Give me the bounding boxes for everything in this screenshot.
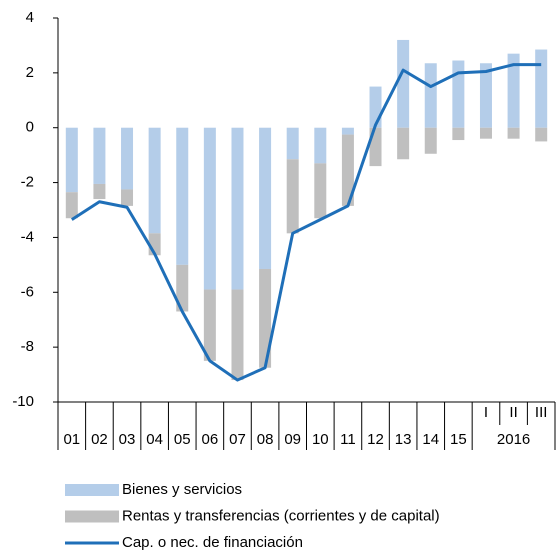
x-tick-label: 08 — [257, 431, 274, 448]
bar — [452, 60, 465, 128]
x-tick-label: 12 — [367, 431, 384, 448]
bar — [369, 86, 382, 128]
bar — [397, 39, 410, 128]
bar — [93, 127, 106, 184]
y-tick-label: 4 — [26, 9, 34, 26]
bar — [314, 127, 327, 164]
bar — [148, 127, 161, 234]
x-tick-label: 06 — [202, 431, 219, 448]
bar — [203, 127, 216, 290]
x-tick-label: 01 — [63, 431, 80, 448]
bar — [341, 127, 354, 135]
bar — [231, 289, 244, 381]
x-tick-label: II — [509, 404, 517, 421]
bar — [341, 134, 354, 206]
bar — [65, 192, 78, 219]
y-tick-label: -2 — [21, 174, 34, 191]
bar — [259, 127, 272, 269]
line — [70, 63, 542, 382]
bar — [397, 127, 410, 160]
legend-swatch — [65, 484, 119, 496]
bar — [314, 163, 327, 219]
x-tick-label: III — [535, 404, 548, 421]
x-tick-label: 04 — [146, 431, 163, 448]
bar — [507, 127, 520, 139]
x-tick-label: 15 — [450, 431, 467, 448]
x-tick-label: 07 — [229, 431, 246, 448]
bar — [231, 127, 244, 290]
x-tick-label: 11 — [340, 431, 356, 448]
y-tick-label: -6 — [21, 283, 34, 300]
legend-label: Rentas y transferencias (corrientes y de… — [122, 507, 440, 524]
bar — [535, 49, 548, 128]
x-tick-label: 02 — [91, 431, 108, 448]
x-tick-label: 13 — [395, 431, 412, 448]
bar — [424, 63, 437, 128]
bar — [507, 53, 520, 128]
legend-label: Bienes y servicios — [122, 481, 242, 498]
bar — [176, 127, 189, 265]
x-tick-label: 09 — [284, 431, 301, 448]
bar — [121, 189, 134, 206]
x-tick-label: 14 — [422, 431, 439, 448]
bar — [65, 127, 78, 193]
bar — [424, 127, 437, 154]
y-tick-label: 2 — [26, 64, 34, 81]
x-tick-label: I — [484, 404, 488, 421]
bar — [259, 268, 272, 368]
y-tick-label: -8 — [21, 338, 34, 355]
bar — [286, 159, 299, 234]
bar — [121, 127, 134, 190]
bar — [535, 127, 548, 142]
bar — [286, 127, 299, 160]
y-tick-label: -4 — [21, 228, 34, 245]
bar — [203, 289, 216, 361]
y-tick-label: -10 — [12, 393, 34, 410]
bar — [176, 264, 189, 312]
legend-swatch — [65, 510, 119, 523]
bar — [452, 127, 465, 141]
x-tick-label: 05 — [174, 431, 191, 448]
y-tick-label: 0 — [26, 119, 34, 136]
legend-label: Cap. o nec. de financiación — [122, 534, 303, 551]
bar — [479, 127, 492, 139]
bar — [93, 183, 106, 200]
x-tick-label: 03 — [119, 431, 136, 448]
bar — [479, 63, 492, 128]
x-tick-label: 10 — [312, 431, 329, 448]
group-label: 2016 — [497, 431, 530, 448]
